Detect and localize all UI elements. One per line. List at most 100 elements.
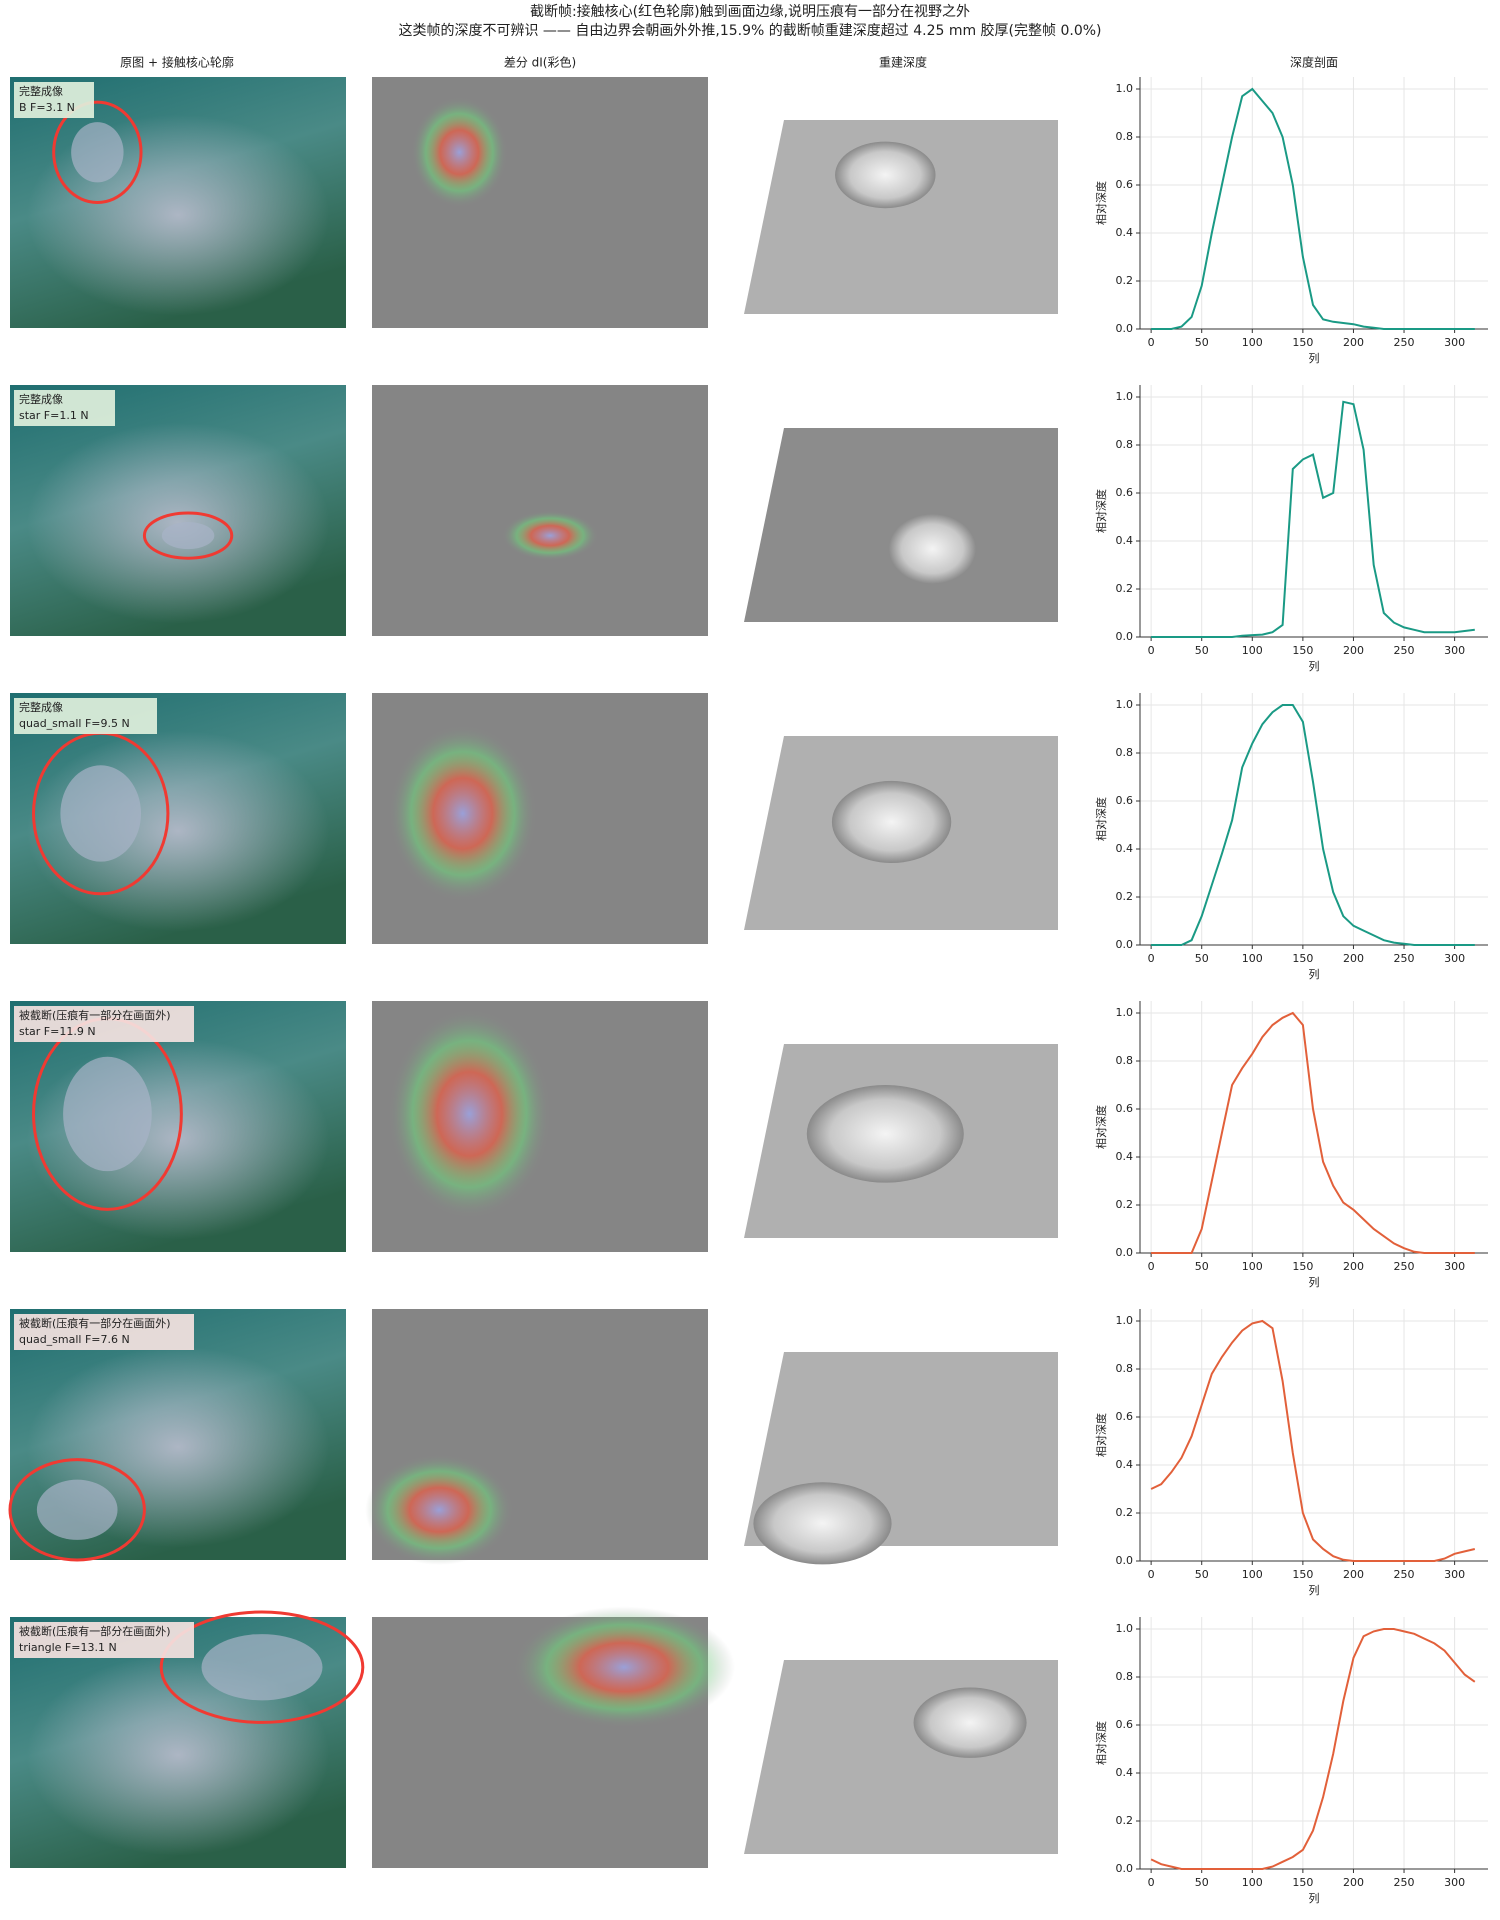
x-tick-label: 300 <box>1444 336 1465 349</box>
x-axis-label: 列 <box>1309 1275 1320 1289</box>
image-glow <box>26 422 330 624</box>
x-tick-label: 150 <box>1292 1568 1313 1581</box>
indent <box>36 1479 118 1540</box>
x-tick-label: 0 <box>1148 1876 1155 1889</box>
x-tick-label: 0 <box>1148 644 1155 657</box>
column-title: 重建深度 <box>879 55 927 70</box>
y-tick-label: 0.0 <box>1116 1246 1134 1259</box>
y-tick-label: 0.8 <box>1116 1670 1134 1683</box>
y-tick-label: 0.4 <box>1116 1766 1134 1779</box>
diff-image <box>372 77 708 328</box>
diff-blob <box>513 1606 735 1728</box>
x-tick-label: 200 <box>1343 952 1364 965</box>
y-tick-label: 0.2 <box>1116 1506 1134 1519</box>
panel-label: B F=3.1 N <box>19 101 75 114</box>
profile-line <box>1151 1011 1475 1254</box>
panel-label: quad_small F=9.5 N <box>19 717 130 730</box>
x-tick-label: 250 <box>1394 1568 1415 1581</box>
x-tick-label: 150 <box>1292 1260 1313 1273</box>
column-title: 差分 dI(彩色) <box>504 56 576 70</box>
depth-bump <box>753 1482 892 1565</box>
x-tick-label: 150 <box>1292 644 1313 657</box>
x-tick-label: 250 <box>1394 644 1415 657</box>
x-axis-label: 列 <box>1309 351 1320 365</box>
panel-label: quad_small F=7.6 N <box>19 1333 130 1346</box>
y-tick-label: 1.0 <box>1116 698 1134 711</box>
x-axis-label: 列 <box>1309 967 1320 981</box>
x-tick-label: 0 <box>1148 952 1155 965</box>
x-tick-label: 200 <box>1343 644 1364 657</box>
y-tick-label: 0.0 <box>1116 630 1134 643</box>
figure-title: 截断帧:接触核心(红色轮廓)触到画面边缘,说明压痕有一部分在视野之外 <box>530 3 970 20</box>
x-tick-label: 300 <box>1444 644 1465 657</box>
depth-bump <box>831 780 952 864</box>
x-tick-label: 300 <box>1444 1876 1465 1889</box>
y-tick-label: 1.0 <box>1116 82 1134 95</box>
x-tick-label: 50 <box>1195 1568 1209 1581</box>
x-tick-label: 300 <box>1444 952 1465 965</box>
panel-status: 被截断(压痕有一部分在画面外) <box>19 1624 171 1638</box>
depth-bump <box>888 513 977 585</box>
diff-blob <box>388 1009 551 1219</box>
x-tick-label: 50 <box>1195 1876 1209 1889</box>
panel-status: 被截断(压痕有一部分在画面外) <box>19 1008 171 1022</box>
profile-line <box>1151 400 1475 638</box>
x-tick-label: 200 <box>1343 1876 1364 1889</box>
depth-bump <box>806 1085 964 1183</box>
x-tick-label: 250 <box>1394 952 1415 965</box>
y-tick-label: 0.8 <box>1116 746 1134 759</box>
x-tick-label: 50 <box>1195 1260 1209 1273</box>
y-axis-label: 相对深度 <box>1094 1413 1108 1457</box>
x-tick-label: 0 <box>1148 1260 1155 1273</box>
panel-status: 被截断(压痕有一部分在画面外) <box>19 1316 171 1330</box>
y-tick-label: 0.2 <box>1116 890 1134 903</box>
y-tick-label: 0.0 <box>1116 938 1134 951</box>
x-tick-label: 250 <box>1394 336 1415 349</box>
x-tick-label: 100 <box>1242 1260 1263 1273</box>
depth-plane <box>744 1660 1058 1854</box>
x-tick-label: 200 <box>1343 1568 1364 1581</box>
profile-line <box>1151 704 1475 946</box>
y-tick-label: 0.6 <box>1116 178 1134 191</box>
y-tick-label: 0.8 <box>1116 1054 1134 1067</box>
label-box <box>14 82 94 118</box>
x-tick-label: 100 <box>1242 1568 1263 1581</box>
x-tick-label: 50 <box>1195 336 1209 349</box>
x-tick-label: 250 <box>1394 1260 1415 1273</box>
x-axis-label: 列 <box>1309 659 1320 673</box>
y-tick-label: 0.0 <box>1116 1862 1134 1875</box>
x-tick-label: 150 <box>1292 1876 1313 1889</box>
x-tick-label: 200 <box>1343 1260 1364 1273</box>
panel-label: triangle F=13.1 N <box>19 1641 117 1654</box>
y-tick-label: 0.4 <box>1116 1458 1134 1471</box>
y-tick-label: 1.0 <box>1116 1314 1134 1327</box>
x-axis-label: 列 <box>1309 1891 1320 1905</box>
column-title: 原图 + 接触核心轮廓 <box>120 55 234 70</box>
depth-bump <box>913 1687 1027 1758</box>
diff-blob <box>411 97 508 208</box>
label-box <box>14 1006 194 1042</box>
indent <box>71 122 124 183</box>
panel-status: 完整成像 <box>19 700 63 714</box>
diff-blob <box>365 1454 514 1566</box>
y-tick-label: 0.6 <box>1116 1718 1134 1731</box>
x-tick-label: 200 <box>1343 336 1364 349</box>
diff-blob <box>502 510 599 561</box>
y-tick-label: 0.6 <box>1116 1410 1134 1423</box>
panel-status: 完整成像 <box>19 392 63 406</box>
y-tick-label: 0.6 <box>1116 486 1134 499</box>
y-tick-label: 0.4 <box>1116 534 1134 547</box>
y-tick-label: 0.4 <box>1116 226 1134 239</box>
x-tick-label: 100 <box>1242 1876 1263 1889</box>
y-tick-label: 0.0 <box>1116 1554 1134 1567</box>
x-tick-label: 100 <box>1242 952 1263 965</box>
y-tick-label: 0.8 <box>1116 1362 1134 1375</box>
diff-blob <box>388 725 537 902</box>
y-axis-label: 相对深度 <box>1094 1721 1108 1765</box>
y-tick-label: 0.2 <box>1116 582 1134 595</box>
y-tick-label: 0.0 <box>1116 322 1134 335</box>
y-tick-label: 1.0 <box>1116 1006 1134 1019</box>
x-tick-label: 150 <box>1292 336 1313 349</box>
y-tick-label: 0.2 <box>1116 1814 1134 1827</box>
